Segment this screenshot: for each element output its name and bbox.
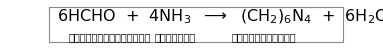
Text: अमोनिया: अमोनिया: [155, 32, 196, 42]
Text: यूरोट्रोपीन: यूरोट्रोपीन: [232, 32, 296, 42]
Text: $\mathregular{6HCHO}$  $+$  $\mathregular{4NH_3}$  $\longrightarrow$  $\mathregu: $\mathregular{6HCHO}$ $+$ $\mathregular{…: [57, 7, 383, 26]
Text: फॉर्मिल्डिहाइड: फॉर्मिल्डिहाइड: [69, 32, 151, 42]
